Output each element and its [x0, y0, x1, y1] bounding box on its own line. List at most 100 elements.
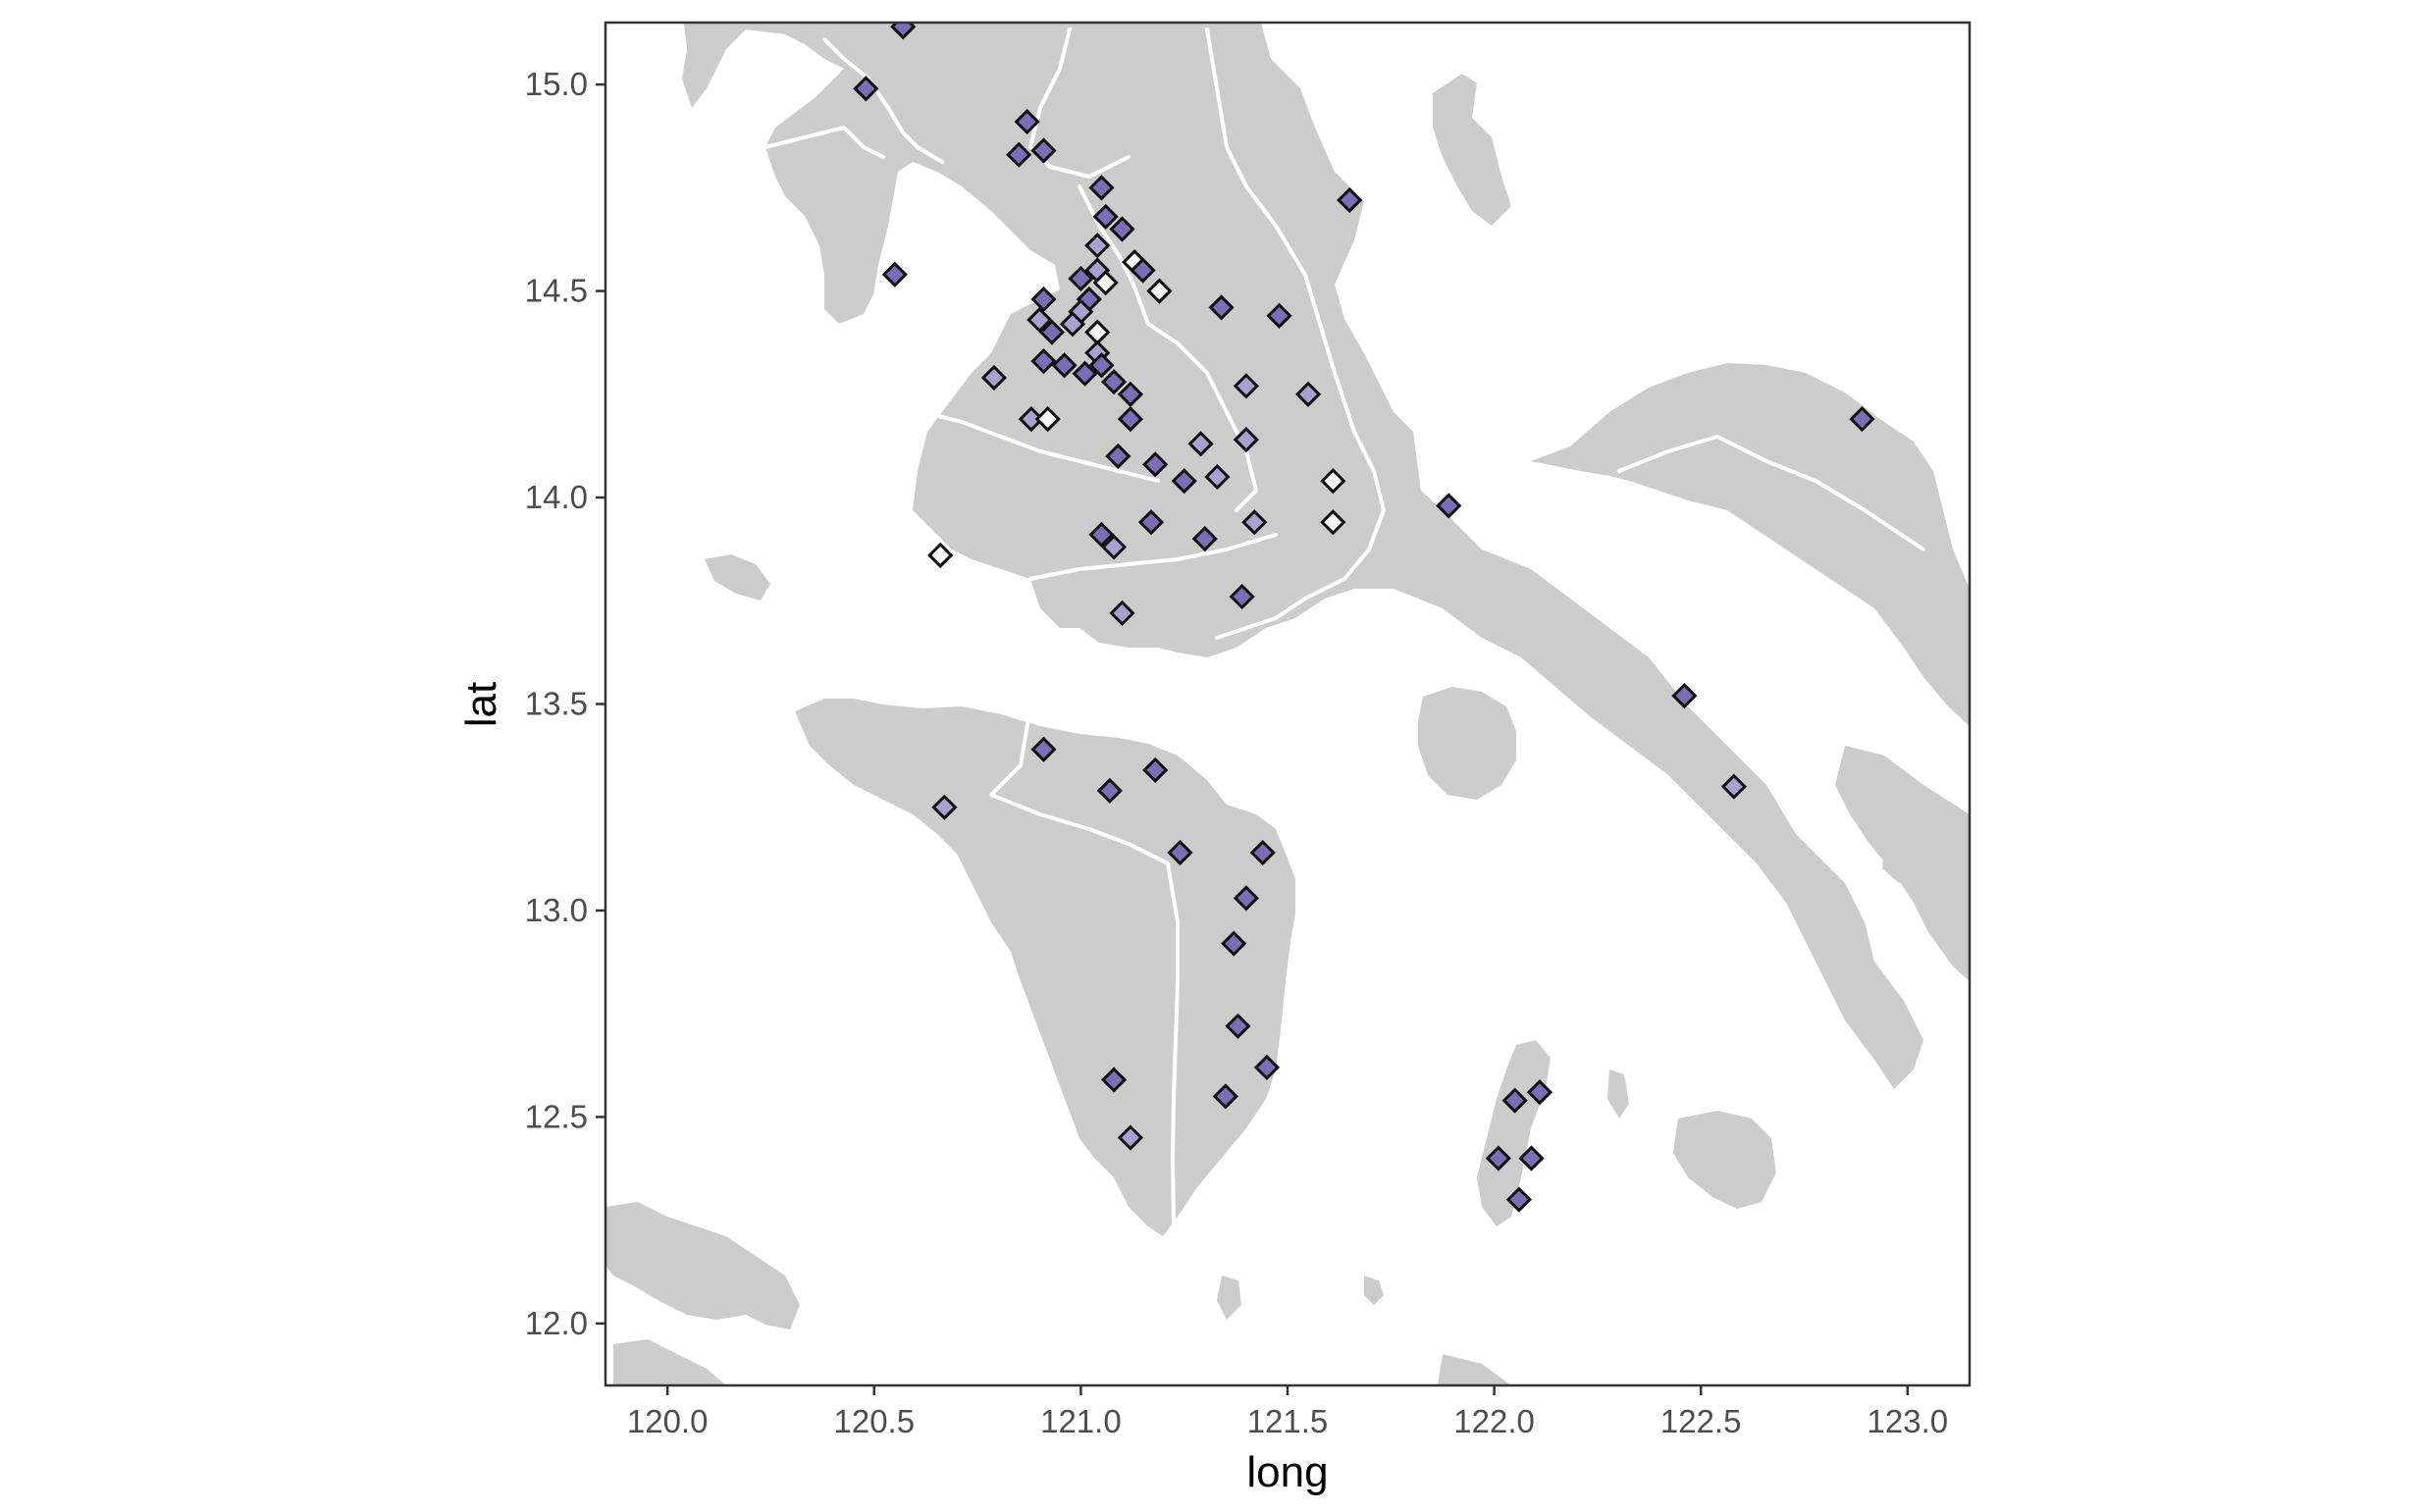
- site-marker: [1030, 348, 1057, 375]
- land-islet-b: [1438, 1354, 1511, 1385]
- site-marker: [980, 364, 1008, 391]
- land-tablas: [1477, 1040, 1551, 1226]
- land-sibuyan: [1673, 1111, 1776, 1209]
- land-islet-d: [1607, 1069, 1629, 1119]
- site-marker: [1142, 451, 1169, 478]
- site-marker: [1030, 736, 1057, 762]
- site-marker: [881, 261, 908, 287]
- y-axis-title: lat: [457, 682, 505, 727]
- site-marker: [1059, 311, 1086, 338]
- site-marker: [1100, 1067, 1128, 1093]
- border-rizal: [1205, 27, 1386, 640]
- site-marker: [1294, 381, 1322, 407]
- y-axis: 12.0 12.5 13.0 13.5 14.0 14.5 15.0: [525, 66, 605, 1341]
- land-islet-e: [1217, 1276, 1241, 1320]
- site-marker: [1671, 682, 1698, 709]
- site-marker: [1266, 302, 1292, 329]
- border-pampanga: [822, 37, 944, 164]
- site-marker: [1233, 426, 1260, 453]
- land-quezon-east: [1531, 363, 1970, 726]
- border-cavite: [921, 410, 1160, 483]
- site-marker: [931, 794, 958, 820]
- x-tick-label: 123.0: [1868, 1403, 1949, 1439]
- site-marker: [1117, 1124, 1144, 1151]
- site-marker: [1436, 493, 1462, 519]
- province-borders: [763, 27, 1925, 1228]
- site-marker: [1014, 108, 1040, 135]
- border-bataan: [763, 126, 885, 159]
- site-marker: [1117, 381, 1144, 407]
- y-tick-label: 12.5: [525, 1098, 588, 1134]
- border-laguna: [1078, 184, 1258, 512]
- y-tick-label: 12.0: [525, 1305, 588, 1341]
- site-marker: [1720, 773, 1748, 800]
- site-marker: [1212, 1083, 1238, 1110]
- site-marker: [1501, 1087, 1528, 1114]
- y-tick-label: 14.0: [525, 479, 588, 515]
- site-marker: [1088, 521, 1115, 548]
- site-marker: [1233, 885, 1260, 912]
- site-marker: [1018, 405, 1044, 433]
- site-marker: [1006, 141, 1032, 168]
- site-marker: [1142, 756, 1169, 783]
- site-marker: [1225, 1013, 1251, 1039]
- land-layer: [605, 23, 1970, 1385]
- site-marker: [1072, 360, 1098, 387]
- land-mindoro: [795, 699, 1295, 1236]
- site-marker: [1084, 233, 1111, 259]
- x-tick-label: 122.5: [1660, 1403, 1742, 1439]
- site-marker: [1092, 203, 1119, 230]
- land-lubang: [705, 554, 770, 600]
- site-marker: [1253, 1054, 1281, 1081]
- site-marker: [1337, 186, 1363, 214]
- site-marker: [1038, 319, 1066, 345]
- border-mindoro: [989, 704, 1180, 1228]
- land-islet-c: [1882, 844, 1914, 883]
- site-marker: [1068, 265, 1094, 292]
- y-tick-label: 14.5: [525, 273, 588, 309]
- y-tick-label: 15.0: [525, 66, 588, 102]
- site-marker: [1249, 839, 1276, 866]
- site-marker: [1130, 257, 1156, 284]
- site-marker: [1137, 509, 1165, 536]
- x-axis: 120.0 120.5 121.0 121.5 122.0 122.5 123.0: [627, 1385, 1948, 1439]
- site-marker: [1109, 216, 1135, 242]
- site-marker: [1241, 509, 1268, 536]
- site-marker: [927, 542, 954, 569]
- border-quezon: [1617, 435, 1925, 551]
- site-marker: [1117, 405, 1144, 433]
- x-tick-label: 121.0: [1040, 1403, 1122, 1439]
- site-marker: [1849, 405, 1875, 433]
- site-marker: [853, 76, 879, 102]
- site-marker: [1105, 443, 1131, 470]
- x-tick-label: 120.0: [627, 1403, 709, 1439]
- site-marker: [1051, 352, 1078, 379]
- land-central-luzon: [682, 23, 1923, 1089]
- site-marker: [1026, 306, 1053, 334]
- site-marker: [1204, 463, 1231, 491]
- site-marker: [1088, 175, 1115, 201]
- site-marker: [1505, 1186, 1533, 1213]
- site-marker: [1100, 369, 1128, 395]
- site-marker: [1088, 352, 1115, 379]
- site-marker: [1320, 468, 1346, 495]
- border-batangas: [1028, 533, 1278, 581]
- site-marker: [1096, 777, 1124, 805]
- site-marker: [1146, 278, 1173, 304]
- x-tick-label: 122.0: [1453, 1403, 1535, 1439]
- land-busuanga: [605, 1202, 800, 1330]
- land-culion: [613, 1339, 726, 1385]
- site-marker: [1100, 534, 1128, 560]
- x-axis-title: long: [1246, 1448, 1328, 1496]
- land-polillo: [1433, 74, 1511, 226]
- site-marker: [1167, 839, 1193, 866]
- x-tick-label: 120.5: [833, 1403, 915, 1439]
- site-marker: [1518, 1145, 1545, 1172]
- site-marker: [1233, 373, 1260, 399]
- site-marker: [1485, 1145, 1511, 1172]
- y-tick-label: 13.0: [525, 892, 588, 928]
- site-marker: [1034, 405, 1061, 433]
- site-marker: [1030, 286, 1057, 313]
- y-tick-label: 13.5: [525, 686, 588, 722]
- site-marker: [1526, 1079, 1553, 1106]
